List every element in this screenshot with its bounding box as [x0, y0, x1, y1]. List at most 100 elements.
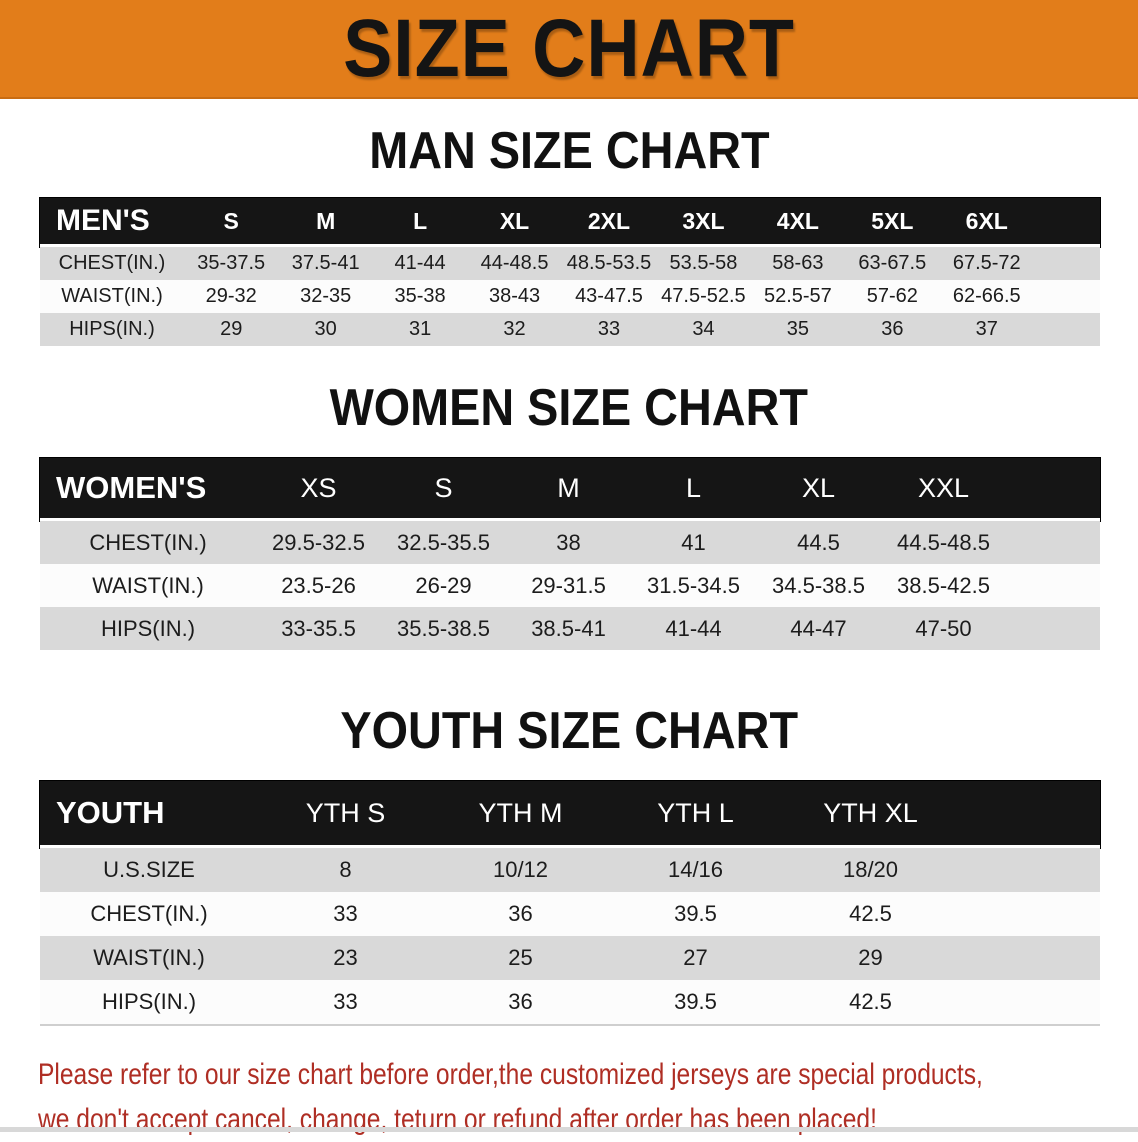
- waist-value: 38.5-42.5: [897, 572, 990, 598]
- hips-value: 33: [597, 318, 621, 340]
- chest-value: 37.5-41: [291, 252, 360, 274]
- chest-row-label: CHEST(IN.): [90, 901, 208, 926]
- youth-heading-text: YOUTH SIZE CHART: [340, 702, 798, 760]
- size-column-header: S: [434, 472, 453, 503]
- waist-value: 57-62: [866, 285, 918, 307]
- hips-value: 39.5: [674, 989, 717, 1014]
- size-column-header: S: [223, 207, 239, 234]
- size-column-header: 5XL: [871, 207, 914, 234]
- size-column-header: YTH S: [305, 797, 386, 828]
- size-column-header: M: [557, 472, 580, 503]
- size-column-header: 2XL: [587, 207, 631, 234]
- hips-value: 33: [333, 989, 358, 1014]
- size-column-header: 4XL: [776, 207, 819, 234]
- waist-value: 26-29: [415, 572, 472, 598]
- waist-row-label: WAIST(IN.): [92, 572, 204, 598]
- chest-value: 41: [681, 529, 706, 555]
- hips-row-label: HIPS(IN.): [69, 318, 155, 340]
- hips-value: 47-50: [915, 615, 972, 641]
- chest-row-label: CHEST(IN.): [58, 252, 166, 274]
- size-column-header: L: [413, 207, 428, 234]
- youth-group-label: YOUTH: [56, 795, 165, 830]
- waist-value: 35-38: [394, 285, 446, 307]
- size-column-header: XL: [801, 472, 836, 503]
- waist-value: 29-32: [205, 285, 257, 307]
- youth-chest-row: CHEST(IN.) 33 36 39.5 42.5: [40, 892, 1100, 936]
- size-column-header: YTH XL: [823, 797, 918, 828]
- chest-value: 33: [333, 901, 358, 926]
- us-size-value: 14/16: [667, 857, 724, 882]
- men-section-heading: MAN SIZE CHART: [0, 125, 1138, 177]
- hips-value: 35: [786, 318, 809, 340]
- size-column-header: XS: [300, 472, 337, 503]
- waist-value: 62-66.5: [952, 285, 1021, 307]
- chest-value: 29.5-32.5: [272, 529, 365, 555]
- waist-value: 23: [333, 945, 358, 970]
- waist-value: 23.5-26: [281, 572, 356, 598]
- chest-value: 44-48.5: [480, 252, 549, 274]
- hips-value: 38.5-41: [531, 615, 606, 641]
- hips-value: 36: [881, 318, 904, 340]
- chest-value: 48.5-53.5: [566, 252, 652, 274]
- hips-value: 32: [503, 318, 526, 340]
- hips-value: 33-35.5: [281, 615, 356, 641]
- mens-chest-row: CHEST(IN.) 35-37.5 37.5-41 41-44 44-48.5 48.…: [40, 247, 1100, 280]
- us-size-value: 18/20: [842, 857, 899, 882]
- mens-table-header-row: MEN'S S M L XL 2XL 3XL 4XL 5XL 6XL: [40, 198, 1100, 247]
- hips-value: 31: [408, 318, 432, 340]
- chest-value: 41-44: [394, 252, 446, 274]
- waist-row-label: WAIST(IN.): [61, 285, 163, 307]
- mens-hips-row: HIPS(IN.) 29 30 31 32 33 34 35 36 37: [40, 313, 1100, 346]
- chest-value: 42.5: [849, 901, 892, 926]
- waist-value: 43-47.5: [575, 285, 643, 307]
- chest-value: 44.5-48.5: [897, 529, 990, 555]
- hips-value: 42.5: [849, 989, 892, 1014]
- bottom-divider: [0, 1127, 1138, 1132]
- waist-value: 52.5-57: [763, 285, 832, 307]
- waist-value: 27: [683, 945, 708, 970]
- hips-row-label: HIPS(IN.): [101, 989, 197, 1014]
- size-column-header: XXL: [917, 472, 970, 503]
- mens-waist-row: WAIST(IN.) 29-32 32-35 35-38 38-43 43-47.5 47…: [40, 280, 1100, 313]
- waist-row-label: WAIST(IN.): [93, 945, 205, 970]
- women-section-heading: WOMEN SIZE CHART: [0, 382, 1138, 434]
- size-column-header: L: [685, 472, 702, 503]
- size-column-header: M: [316, 207, 336, 234]
- hips-value: 29: [220, 318, 243, 340]
- chest-value: 36: [508, 901, 533, 926]
- women-heading-text: WOMEN SIZE CHART: [329, 379, 809, 437]
- waist-value: 31.5-34.5: [647, 572, 740, 598]
- chest-value: 58-63: [772, 252, 824, 274]
- hips-value: 34: [692, 318, 715, 340]
- size-column-header: XL: [499, 207, 530, 234]
- us-size-row-label: U.S.SIZE: [103, 857, 195, 882]
- footer-warning: Please refer to our size chart before or…: [38, 1052, 1138, 1142]
- size-column-header: YTH L: [657, 797, 734, 828]
- footer-line-1: Please refer to our size chart before or…: [38, 1058, 983, 1091]
- chest-value: 38: [556, 529, 581, 555]
- waist-value: 38-43: [488, 285, 541, 307]
- hips-value: 41-44: [665, 615, 722, 641]
- size-column-header: YTH M: [478, 797, 563, 828]
- us-size-value: 10/12: [492, 857, 549, 882]
- waist-value: 32-35: [300, 285, 352, 307]
- youth-ussize-row: U.S.SIZE 8 10/12 14/16 18/20: [40, 848, 1100, 892]
- chest-value: 67.5-72: [952, 252, 1021, 274]
- chest-row-label: CHEST(IN.): [89, 529, 207, 555]
- us-size-value: 8: [339, 857, 352, 882]
- womens-hips-row: HIPS(IN.) 33-35.5 35.5-38.5 38.5-41 41-44 44…: [40, 607, 1100, 650]
- hips-value: 35.5-38.5: [397, 615, 490, 641]
- womens-group-label: WOMEN'S: [56, 470, 207, 505]
- men-heading-text: MAN SIZE CHART: [368, 122, 770, 180]
- womens-chest-row: CHEST(IN.) 29.5-32.5 32.5-35.5 38 41 44.5 44.…: [40, 521, 1100, 564]
- waist-value: 29: [858, 945, 883, 970]
- chest-value: 32.5-35.5: [397, 529, 490, 555]
- youth-hips-row: HIPS(IN.) 33 36 39.5 42.5: [40, 980, 1100, 1026]
- hips-value: 30: [314, 318, 337, 340]
- waist-value: 25: [508, 945, 533, 970]
- mens-group-label: MEN'S: [56, 204, 150, 237]
- chest-value: 39.5: [674, 901, 717, 926]
- size-column-header: 6XL: [965, 207, 1008, 234]
- womens-table-header-row: WOMEN'S XS S M L XL XXL: [40, 458, 1100, 521]
- chest-value: 53.5-58: [669, 252, 738, 274]
